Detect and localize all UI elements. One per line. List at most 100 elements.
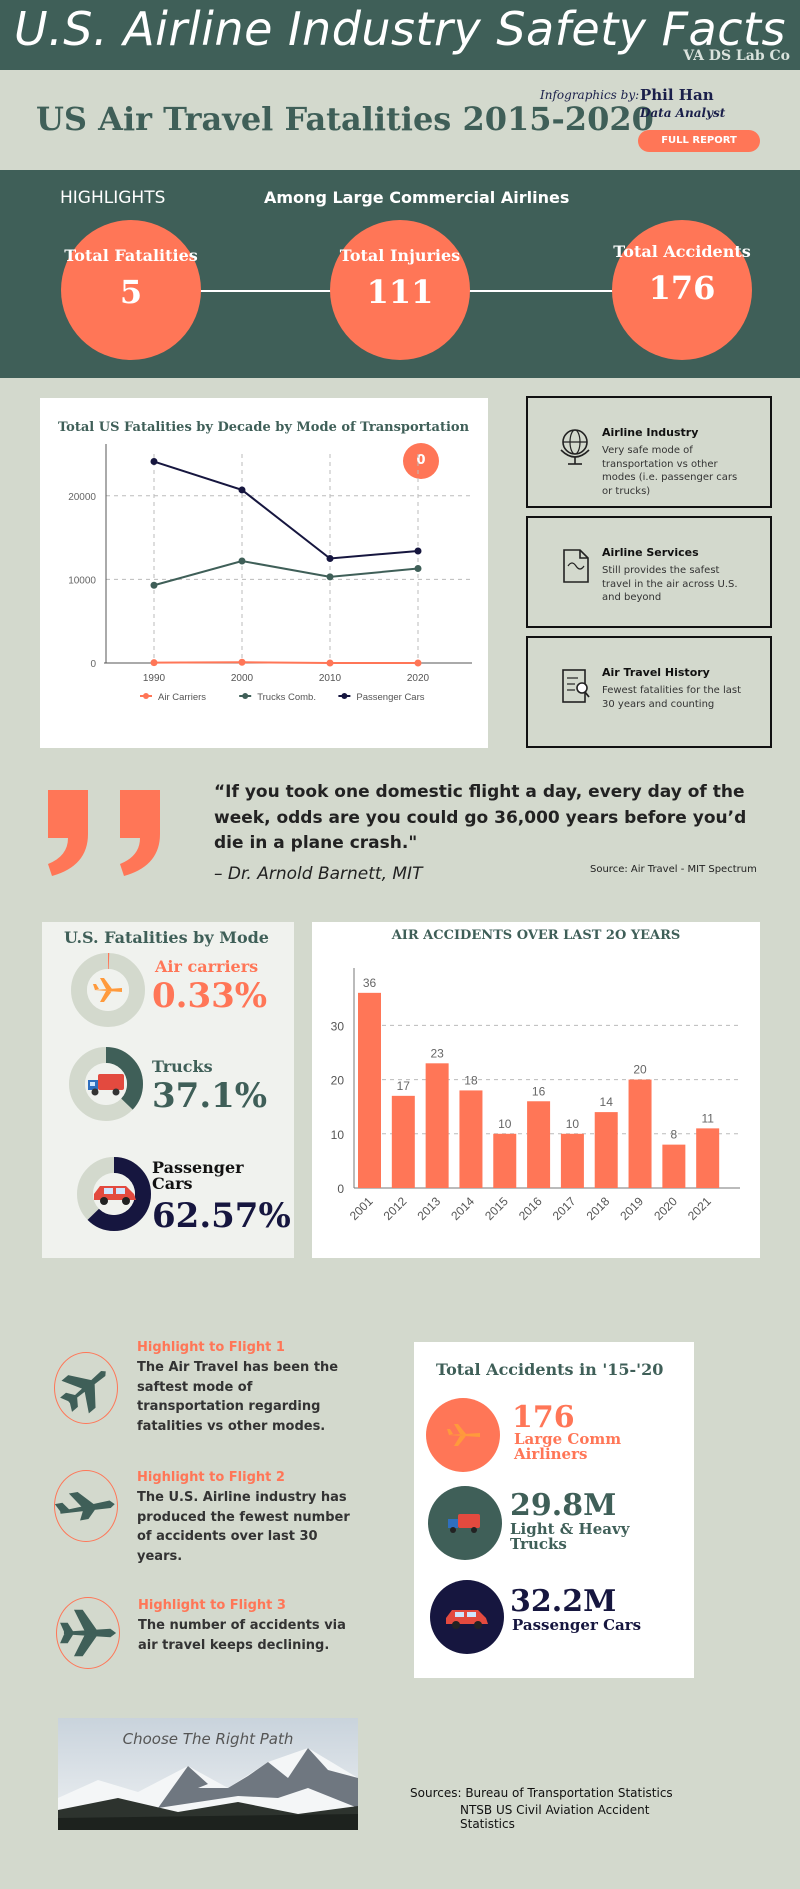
document-icon: [563, 549, 589, 583]
info-card-text: Fewest fatalities for the last 30 years …: [602, 685, 742, 710]
x-tick-label: 2015: [482, 1194, 511, 1223]
bar: [696, 1128, 720, 1188]
legend-label: Air Carriers: [158, 692, 206, 703]
mode-value: 37.1%: [152, 1076, 268, 1116]
y-tick-label: 0: [90, 659, 96, 670]
info-card-air-travel-history: Air Travel History Fewest fatalities for…: [526, 636, 772, 748]
bar-value-label: 14: [600, 1095, 614, 1109]
bar-value-label: 10: [566, 1117, 580, 1131]
truck-icon: [448, 1514, 480, 1533]
acc-value: 32.2M: [510, 1584, 617, 1619]
info-card-airline-services: Airline Services Still provides the safe…: [526, 516, 772, 628]
airplane-icon: [60, 1609, 117, 1657]
x-tick-label: 2012: [381, 1194, 410, 1223]
truck-circle: [428, 1486, 502, 1560]
sources-line-2: NTSB US Civil Aviation Accident Statisti…: [460, 1803, 650, 1831]
legend-label: Trucks Comb.: [257, 692, 316, 703]
acc-label: Passenger Cars: [512, 1616, 642, 1634]
donut-fill: [71, 953, 145, 1027]
data-point: [150, 458, 158, 466]
legend-marker: [341, 693, 348, 699]
data-point: [150, 659, 158, 667]
flight-2-text: The U.S. Airline industry has produced t…: [137, 1490, 350, 1564]
bar-chart-card: [312, 922, 760, 1258]
bar: [662, 1144, 686, 1188]
data-point: [326, 573, 334, 581]
airplane-icon: [60, 1371, 106, 1414]
flight-1-badge: [54, 1352, 118, 1424]
quote-author: – Dr. Arnold Barnett, MIT: [214, 864, 423, 884]
byline-label: Infographics by:: [540, 88, 640, 102]
y-tick-label: 0: [337, 1182, 344, 1196]
data-point: [414, 565, 422, 573]
mode-value: 62.57%: [152, 1196, 291, 1236]
bar: [493, 1133, 517, 1188]
connector-line: [468, 290, 616, 292]
sources-line-1: Sources: Bureau of Transportation Statis…: [410, 1786, 673, 1800]
report-icon: [562, 669, 590, 703]
x-tick-label: 2021: [685, 1194, 714, 1223]
x-tick-label: 2020: [407, 673, 430, 684]
flight-1-title: Highlight to Flight 1: [137, 1340, 285, 1355]
air-carriers-donut: [71, 953, 145, 1027]
y-tick-label: 20000: [68, 492, 96, 503]
flight-2-title: Highlight to Flight 2: [137, 1470, 285, 1485]
acc-label: Light & Heavy Trucks: [510, 1520, 630, 1553]
mode-value: 0.33%: [152, 976, 268, 1016]
bar: [560, 1133, 584, 1188]
bar-value-label: 10: [498, 1117, 512, 1131]
series-line: [153, 460, 419, 560]
bar-value-label: 11: [701, 1111, 714, 1125]
bar-chart: 0102030362001172012232013182014102015162…: [331, 968, 740, 1223]
legend-marker: [242, 693, 249, 699]
car-icon: [446, 1610, 488, 1629]
flight-2-badge: [54, 1470, 118, 1542]
mode-label: Air carriers: [155, 957, 259, 976]
car-icon: [94, 1186, 136, 1205]
bar-value-label: 17: [397, 1079, 411, 1093]
y-tick-label: 10000: [68, 575, 96, 586]
x-tick-label: 2014: [448, 1194, 477, 1223]
bar: [391, 1095, 415, 1188]
highlights-subtitle: Among Large Commercial Airlines: [264, 188, 570, 207]
author-name: Phil Han: [640, 86, 714, 104]
data-point: [326, 659, 334, 667]
bar: [459, 1090, 483, 1188]
data-point: [326, 555, 334, 562]
car-circle: [430, 1580, 504, 1654]
page-subtitle: US Air Travel Fatalities 2015-2020: [36, 100, 654, 138]
airplane-icon: [54, 1491, 115, 1521]
quote-icon: [48, 790, 160, 876]
line-chart-badge: 0: [403, 443, 439, 479]
x-tick-label: 2010: [319, 673, 342, 684]
bar-value-label: 8: [671, 1128, 678, 1142]
highlight-label: Total Accidents: [613, 242, 751, 261]
truck-icon: [88, 1074, 124, 1096]
line-chart: 0 10000 20000 1990 2000 2010 2020 Air Carriers T…: [68, 444, 472, 703]
acc-value: 176: [512, 1400, 575, 1435]
globe-icon: [560, 429, 590, 465]
series-line: [153, 661, 418, 664]
highlight-injuries: Total Injuries 111: [330, 220, 470, 360]
x-tick-label: 2001: [347, 1194, 376, 1223]
bar-value-label: 36: [363, 976, 377, 990]
mode-label: Passenger Cars: [152, 1158, 244, 1193]
data-point: [238, 486, 246, 494]
highlight-value: 111: [366, 273, 434, 311]
data-point: [238, 658, 246, 666]
bar: [628, 1079, 652, 1188]
info-card-title: Airline Services: [602, 546, 699, 559]
donut-fill: [77, 1157, 151, 1231]
acc-value: 29.8M: [510, 1488, 617, 1523]
donut-fill: [69, 1047, 143, 1121]
data-point: [414, 659, 422, 667]
highlight-fatalities: Total Fatalities 5: [61, 220, 201, 360]
full-report-button[interactable]: FULL REPORT: [638, 130, 760, 152]
legend-marker: [143, 693, 149, 699]
bar-value-label: 16: [532, 1084, 546, 1098]
x-tick-label: 1990: [143, 673, 166, 684]
x-tick-label: 2020: [651, 1194, 680, 1223]
line-chart-title: Total US Fatalities by Decade by Mode of…: [58, 420, 470, 435]
x-tick-label: 2019: [617, 1194, 646, 1223]
connector-line: [200, 290, 336, 292]
